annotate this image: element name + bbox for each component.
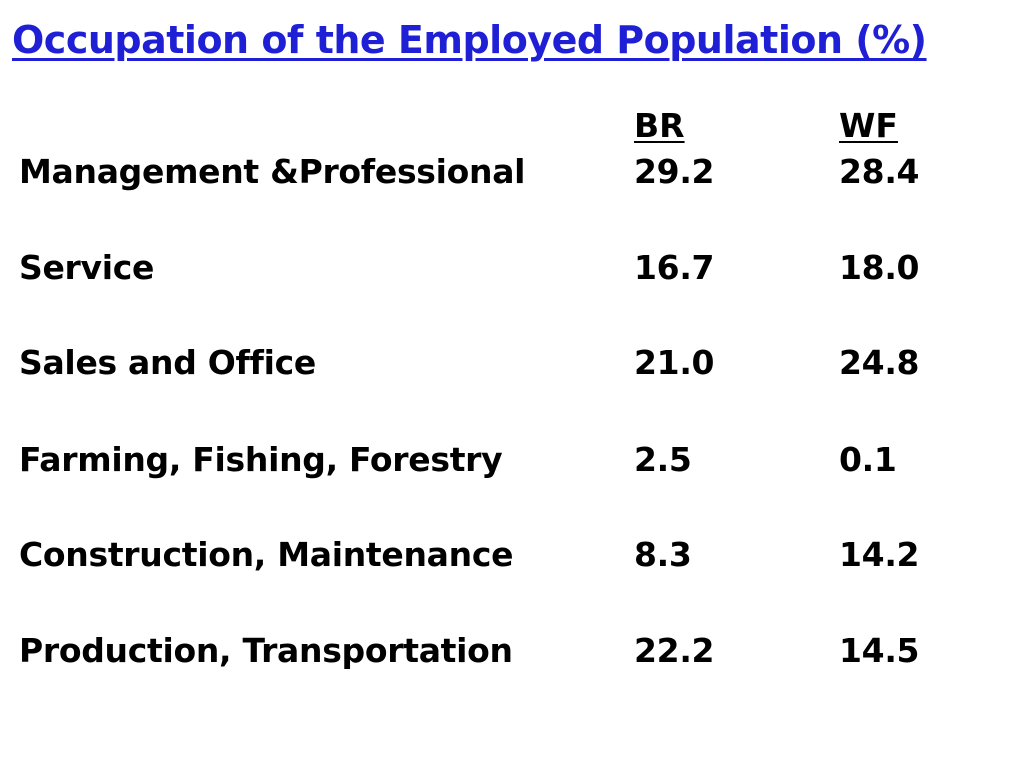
table-row: Sales and Office 21.0 24.8 [0,343,1024,383]
table-row: Construction, Maintenance 8.3 14.2 [0,535,1024,575]
row-value-br: 29.2 [634,152,715,191]
row-label: Production, Transportation [19,631,513,670]
row-label: Sales and Office [19,343,316,382]
table-row: Service 16.7 18.0 [0,248,1024,288]
row-label: Construction, Maintenance [19,535,514,574]
table-row: Production, Transportation 22.2 14.5 [0,631,1024,671]
table-row: Farming, Fishing, Forestry 2.5 0.1 [0,440,1024,480]
row-label: Management &Professional [19,152,526,191]
row-value-wf: 28.4 [839,152,920,191]
page-title: Occupation of the Employed Population (%… [12,18,927,62]
row-value-wf: 18.0 [839,248,920,287]
row-value-br: 16.7 [634,248,715,287]
row-value-wf: 24.8 [839,343,920,382]
row-value-br: 8.3 [634,535,692,574]
row-value-br: 2.5 [634,440,692,479]
column-header-br: BR [634,106,685,145]
row-value-wf: 14.2 [839,535,920,574]
column-header-wf: WF [839,106,898,145]
row-value-wf: 0.1 [839,440,897,479]
row-label: Farming, Fishing, Forestry [19,440,503,479]
row-value-br: 21.0 [634,343,715,382]
row-value-br: 22.2 [634,631,715,670]
row-label: Service [19,248,155,287]
row-value-wf: 14.5 [839,631,920,670]
table-row: Management &Professional 29.2 28.4 [0,152,1024,192]
